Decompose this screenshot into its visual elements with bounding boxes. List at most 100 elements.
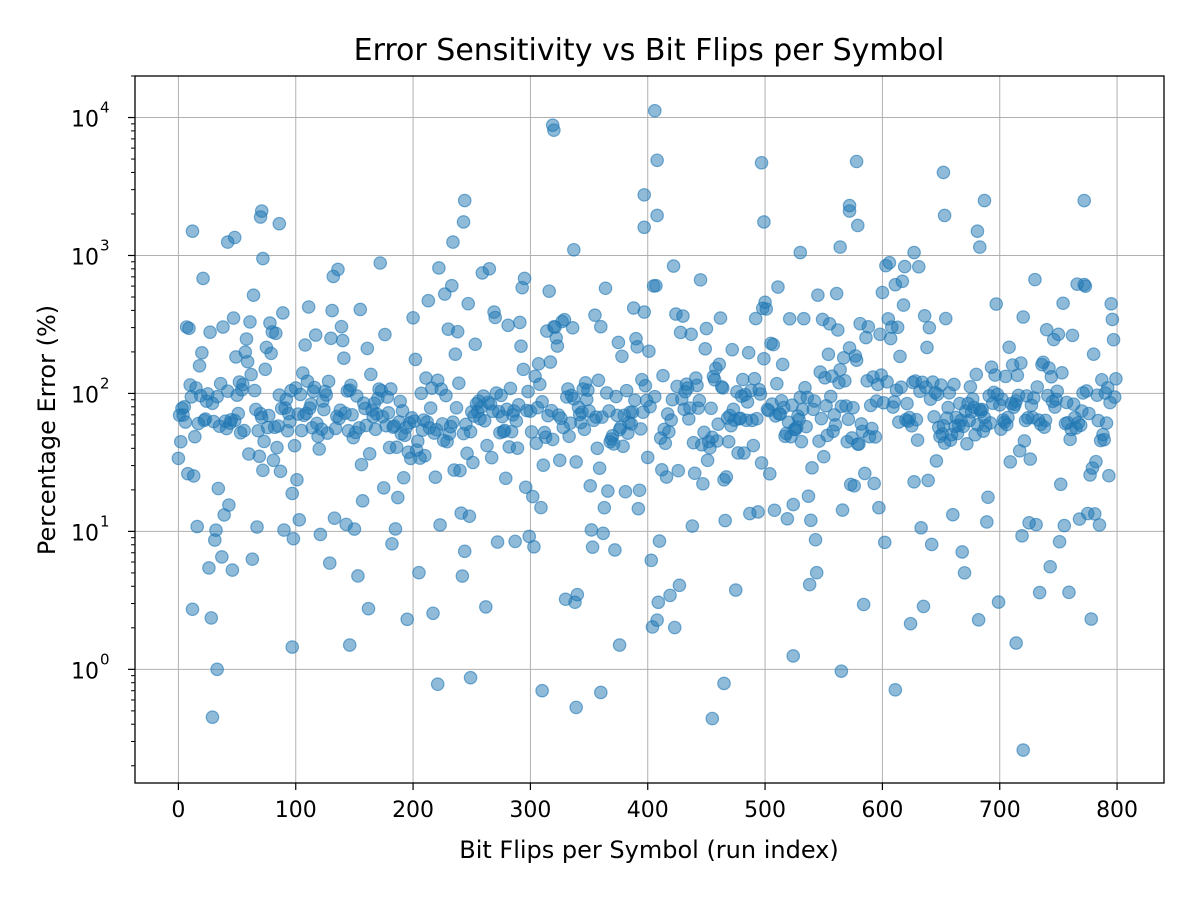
data-point xyxy=(861,320,876,334)
data-point xyxy=(924,537,939,552)
data-point xyxy=(633,422,648,436)
data-point xyxy=(972,240,987,254)
data-point xyxy=(929,454,944,468)
data-point xyxy=(243,315,257,329)
data-point xyxy=(751,505,765,519)
x-tick-label: 400 xyxy=(627,798,669,823)
data-point xyxy=(608,543,622,557)
data-point xyxy=(649,278,663,293)
data-point xyxy=(719,470,734,484)
data-point xyxy=(1089,454,1103,469)
data-point xyxy=(897,259,912,274)
data-point xyxy=(210,662,224,677)
data-point xyxy=(453,463,467,478)
data-point xyxy=(256,251,270,266)
x-tick-label: 800 xyxy=(1096,798,1138,823)
chart-title: Error Sensitivity vs Bit Flips per Symbo… xyxy=(354,33,945,68)
data-point xyxy=(782,311,797,326)
data-point xyxy=(936,165,951,180)
data-point xyxy=(1010,368,1025,383)
data-point xyxy=(462,509,477,524)
data-point xyxy=(612,638,627,652)
data-point xyxy=(1039,322,1054,337)
data-point xyxy=(543,355,558,369)
data-point xyxy=(301,300,316,314)
data-point xyxy=(872,500,886,515)
data-point xyxy=(222,498,236,512)
data-point xyxy=(423,401,438,415)
data-point xyxy=(725,342,740,357)
data-point xyxy=(215,550,229,564)
data-point xyxy=(313,527,328,542)
data-point xyxy=(811,288,825,302)
data-point xyxy=(685,519,700,533)
data-point xyxy=(718,513,732,528)
data-point xyxy=(991,595,1006,609)
data-point xyxy=(805,461,819,475)
data-point xyxy=(335,333,350,348)
data-point xyxy=(894,380,908,394)
data-point xyxy=(381,406,396,420)
data-point xyxy=(542,284,556,298)
data-point xyxy=(852,437,866,451)
data-point xyxy=(650,153,664,168)
data-point xyxy=(598,281,613,296)
data-point xyxy=(1014,356,1028,370)
data-point xyxy=(700,453,715,468)
data-point xyxy=(638,378,653,393)
data-point xyxy=(630,340,644,354)
data-point xyxy=(227,230,242,245)
data-point xyxy=(841,412,856,427)
data-point xyxy=(834,664,849,678)
data-point xyxy=(877,535,892,550)
data-point xyxy=(331,262,345,277)
data-point xyxy=(651,595,666,610)
data-point xyxy=(457,193,472,208)
data-point xyxy=(684,327,698,342)
x-axis-label: Bit Flips per Symbol (run index) xyxy=(459,836,839,864)
data-point xyxy=(433,518,447,532)
data-point xyxy=(378,327,392,342)
data-point xyxy=(286,531,301,546)
data-point xyxy=(1017,434,1032,448)
data-point xyxy=(957,566,972,580)
data-point xyxy=(173,434,188,449)
data-point xyxy=(955,545,969,559)
data-point xyxy=(740,395,755,409)
data-point xyxy=(880,374,894,389)
data-point xyxy=(754,155,769,170)
data-point xyxy=(264,346,278,361)
data-point xyxy=(716,381,730,395)
data-point xyxy=(882,255,897,270)
x-tick-label: 100 xyxy=(275,798,317,823)
data-point xyxy=(867,476,881,491)
data-point xyxy=(1056,296,1070,311)
data-point xyxy=(1003,455,1018,469)
data-point xyxy=(535,394,549,409)
data-point xyxy=(1073,418,1088,433)
data-point xyxy=(642,344,656,359)
data-point xyxy=(557,312,572,327)
data-point xyxy=(304,397,318,411)
data-point xyxy=(809,565,824,580)
data-point xyxy=(831,323,845,337)
data-point xyxy=(256,463,270,478)
data-point xyxy=(428,470,443,484)
data-point xyxy=(503,381,518,396)
data-point xyxy=(770,376,784,391)
data-point xyxy=(666,259,681,273)
data-point xyxy=(521,384,535,399)
data-point xyxy=(360,341,375,356)
data-point xyxy=(562,429,576,444)
data-point xyxy=(245,552,260,566)
x-tick-label: 600 xyxy=(861,798,903,823)
data-point xyxy=(418,448,432,463)
data-point xyxy=(941,400,955,415)
data-point xyxy=(692,393,707,408)
data-point xyxy=(272,216,287,231)
data-point xyxy=(1023,452,1038,466)
data-point xyxy=(270,440,284,455)
data-point xyxy=(1104,297,1118,311)
y-tick-label: 10 xyxy=(71,108,99,133)
data-point xyxy=(319,388,334,402)
